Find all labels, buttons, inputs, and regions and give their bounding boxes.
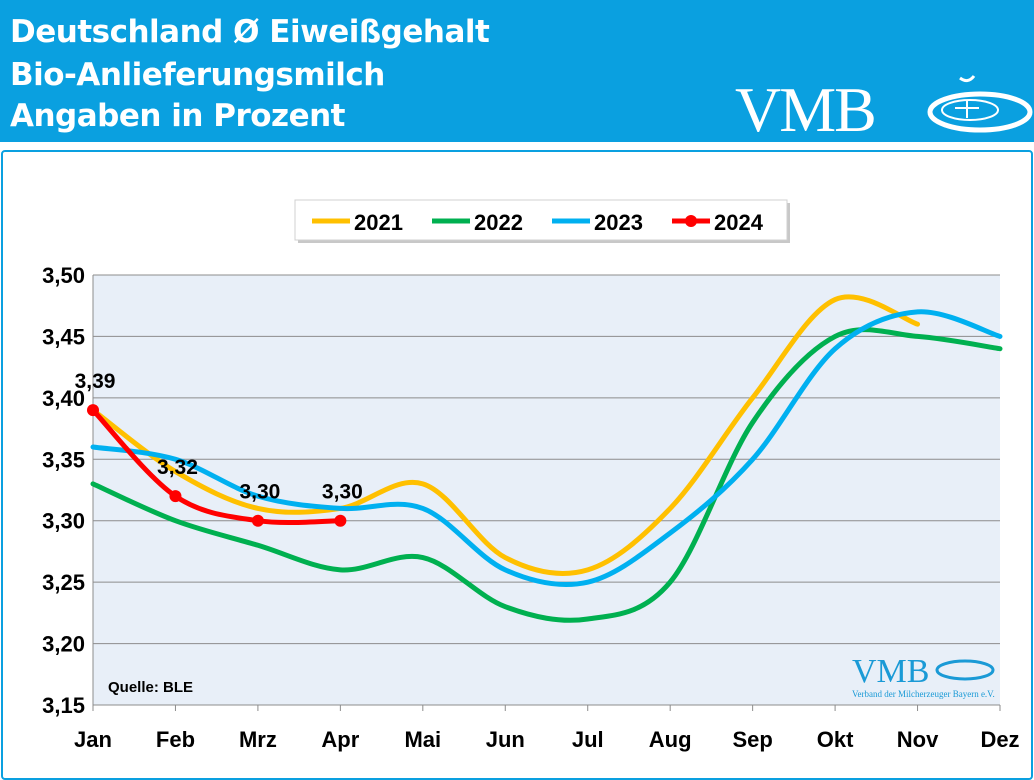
y-tick-label: 3,30 <box>42 509 85 534</box>
legend-label: 2021 <box>354 210 403 235</box>
data-point <box>87 404 99 417</box>
data-point <box>169 490 182 503</box>
x-tick-label: Nov <box>897 727 939 752</box>
svg-text:Verband der Milcherzeuger Baye: Verband der Milcherzeuger Bayern e.V. <box>852 689 995 699</box>
x-tick-label: Jul <box>572 727 604 752</box>
data-label: 3,32 <box>157 456 198 479</box>
series-line-2021 <box>90 294 921 577</box>
legend-label: 2023 <box>594 210 643 235</box>
series-line-2023 <box>90 309 1003 588</box>
y-tick-label: 3,45 <box>42 324 85 349</box>
x-tick-label: Mrz <box>239 727 277 752</box>
chart-frame <box>1 150 1033 780</box>
legend-marker <box>685 215 697 227</box>
y-tick-label: 3,20 <box>42 632 85 657</box>
watermark-logo: VMB Verband der Milcherzeuger Bayern e.V… <box>852 653 995 699</box>
y-tick-label: 3,35 <box>42 447 85 472</box>
y-tick-label: 3,40 <box>42 386 85 411</box>
x-tick-label: Jun <box>486 727 525 752</box>
title-line-3: Angaben in Prozent <box>10 98 346 134</box>
series-line-2022 <box>90 327 1003 623</box>
header-banner: Deutschland Ø Eiweißgehalt Bio-Anlieferu… <box>0 0 1034 142</box>
legend-label: 2022 <box>474 210 523 235</box>
legend: 2021 2022 2023 2024 <box>294 199 790 243</box>
x-tick-label: Jan <box>74 727 112 752</box>
x-tick-label: Dez <box>980 727 1019 752</box>
x-tick-label: Feb <box>156 727 195 752</box>
title-line-1: Deutschland Ø Eiweißgehalt <box>10 14 490 50</box>
vmb-logo: VMB <box>735 75 1033 142</box>
legend-label: 2024 <box>714 210 764 235</box>
data-label: 3,30 <box>239 481 280 504</box>
x-tick-label: Apr <box>321 727 359 752</box>
x-tick-label: Mai <box>404 727 441 752</box>
svg-text:VMB: VMB <box>852 653 929 690</box>
y-tick-label: 3,15 <box>42 693 85 718</box>
y-tick-label: 3,25 <box>42 570 85 595</box>
data-label: 3,39 <box>75 370 116 393</box>
title-line-2: Bio-Anlieferungsmilch <box>10 57 385 93</box>
series-line-2024 <box>90 407 343 526</box>
x-tick-label: Aug <box>649 727 692 752</box>
data-point <box>334 514 347 527</box>
source-note: Quelle: BLE <box>108 679 193 696</box>
data-label: 3,30 <box>322 481 363 504</box>
x-tick-label: Okt <box>817 727 854 752</box>
y-tick-label: 3,50 <box>42 263 85 288</box>
plot-area <box>93 275 1000 705</box>
data-point <box>251 514 264 527</box>
x-tick-label: Sep <box>732 727 772 752</box>
